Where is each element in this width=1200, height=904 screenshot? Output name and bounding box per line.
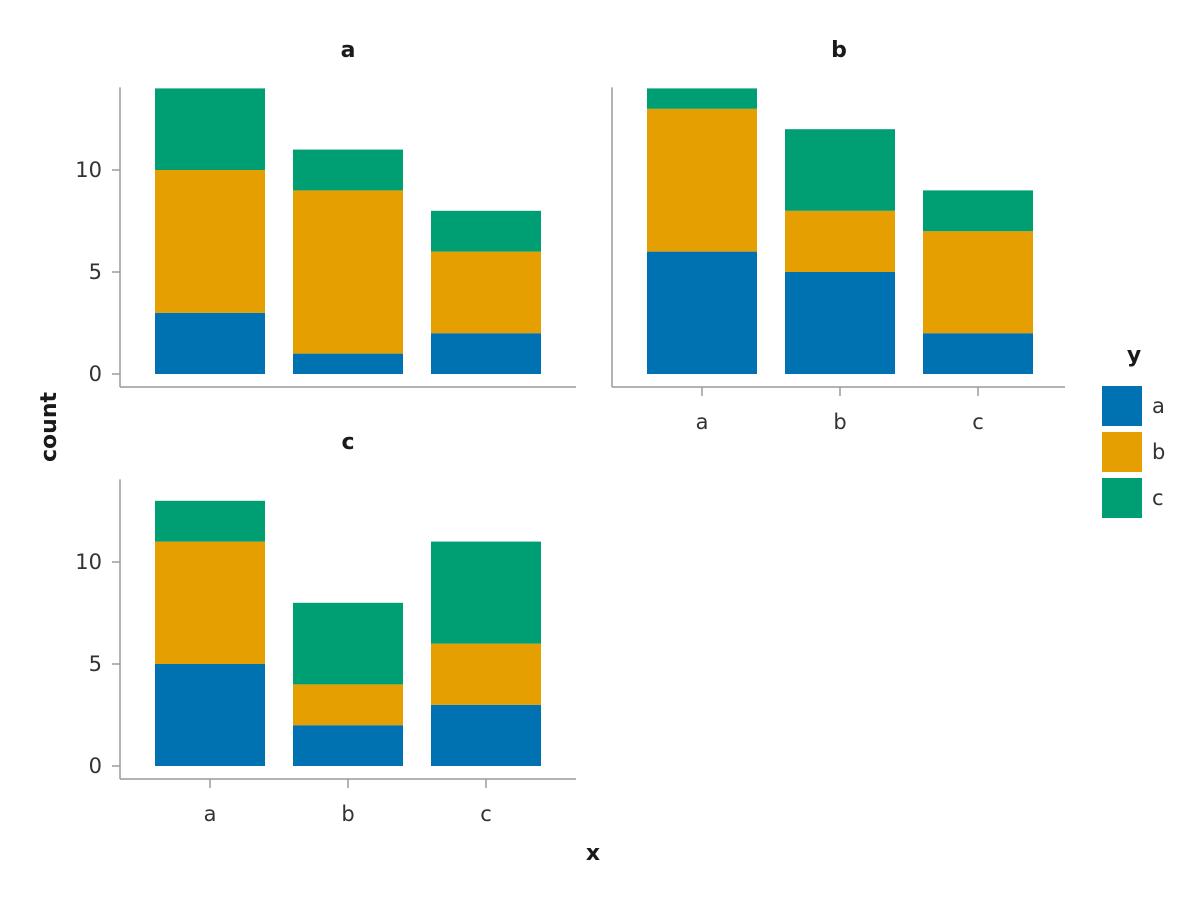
bar-segment-b-b	[785, 210, 895, 272]
legend: abc	[1102, 386, 1165, 518]
legend-swatch-c	[1102, 478, 1142, 518]
y-tick-label: 10	[75, 550, 102, 574]
bar-segment-c-b	[431, 251, 541, 334]
bar-segment-a-b	[155, 170, 265, 313]
bar-segment-c-b	[923, 231, 1033, 334]
legend-label-b: b	[1152, 440, 1165, 464]
bar-segment-a-c	[155, 500, 265, 542]
bar-segment-c-c	[431, 541, 541, 644]
bar-segment-a-b	[647, 108, 757, 252]
bar-segment-c-a	[923, 333, 1033, 374]
bar-segment-a-a	[647, 251, 757, 374]
x-tick-label: c	[972, 410, 984, 434]
x-axis-title: x	[586, 841, 600, 866]
bar-segment-a-a	[155, 312, 265, 374]
bar-segment-b-a	[293, 725, 403, 766]
panel-title: a	[341, 38, 356, 63]
bar-segment-a-c	[647, 88, 757, 109]
legend-label-c: c	[1152, 486, 1164, 510]
legend-swatch-b	[1102, 432, 1142, 472]
facet-panel-a: a 0 5 10	[75, 38, 576, 388]
facet-panel-c: c 0 5 10 a b c	[75, 430, 576, 826]
bar-segment-c-b	[431, 643, 541, 705]
facet-panel-b: b a b c	[611, 38, 1065, 434]
facet-panels: a 0 5 10 b a b c c 0 5 10 a b c	[75, 38, 1065, 826]
bar-segment-a-a	[155, 664, 265, 766]
bar-segment-b-c	[785, 129, 895, 211]
y-tick-label: 5	[89, 652, 102, 676]
x-tick-label: b	[833, 410, 846, 434]
x-tick-label: c	[480, 802, 492, 826]
y-tick-label: 0	[89, 754, 102, 778]
panel-title: b	[831, 38, 847, 63]
bar-segment-c-c	[431, 210, 541, 252]
bar-segment-b-b	[293, 684, 403, 726]
legend-swatch-a	[1102, 386, 1142, 426]
bar-segment-c-a	[431, 333, 541, 374]
bar-segment-b-a	[785, 272, 895, 374]
legend-label-a: a	[1152, 394, 1165, 418]
bar-segment-c-a	[431, 704, 541, 766]
y-tick-label: 10	[75, 158, 102, 182]
bar-segment-a-b	[155, 541, 265, 664]
bar-segment-b-b	[293, 190, 403, 354]
y-tick-label: 5	[89, 260, 102, 284]
y-tick-label: 0	[89, 362, 102, 386]
panel-title: c	[341, 430, 354, 455]
x-tick-label: a	[696, 410, 709, 434]
legend-title: y	[1127, 343, 1141, 368]
x-tick-label: b	[341, 802, 354, 826]
bar-segment-a-c	[155, 88, 265, 170]
bar-segment-c-c	[923, 190, 1033, 232]
x-tick-label: a	[204, 802, 217, 826]
y-axis-title: count	[37, 392, 62, 462]
bar-segment-b-c	[293, 602, 403, 685]
bar-segment-b-a	[293, 353, 403, 374]
bar-segment-b-c	[293, 149, 403, 191]
